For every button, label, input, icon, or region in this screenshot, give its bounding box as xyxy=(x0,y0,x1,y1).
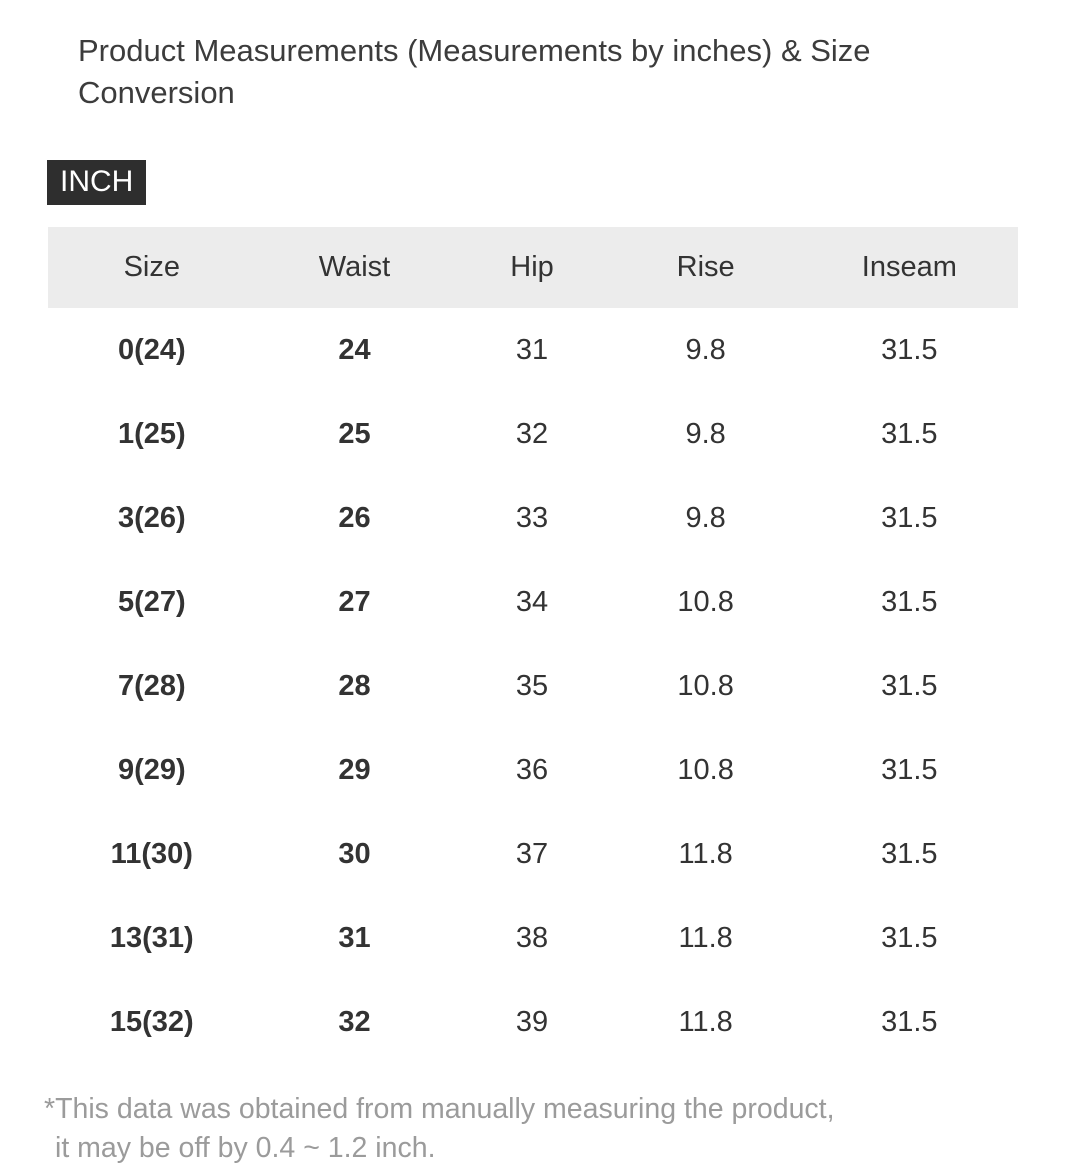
cell-inseam: 31.5 xyxy=(800,980,1018,1064)
cell-size: 11(30) xyxy=(48,812,256,896)
cell-size: 3(26) xyxy=(48,476,256,560)
cell-waist: 31 xyxy=(255,896,454,980)
cell-rise: 11.8 xyxy=(610,980,801,1064)
table-row: 3(26) 26 33 9.8 31.5 xyxy=(48,476,1018,560)
cell-hip: 32 xyxy=(453,392,611,476)
table-row: 15(32) 32 39 11.8 31.5 xyxy=(48,980,1018,1064)
cell-rise: 11.8 xyxy=(610,896,801,980)
table-row: 7(28) 28 35 10.8 31.5 xyxy=(48,644,1018,728)
footnote-line1: *This data was obtained from manually me… xyxy=(44,1093,835,1125)
cell-hip: 35 xyxy=(453,644,611,728)
cell-rise: 10.8 xyxy=(610,728,801,812)
table-row: 13(31) 31 38 11.8 31.5 xyxy=(48,896,1018,980)
cell-rise: 11.8 xyxy=(610,812,801,896)
table-body: 0(24) 24 31 9.8 31.5 1(25) 25 32 9.8 31.5 3(26) 26 3… xyxy=(48,308,1018,1064)
cell-size: 15(32) xyxy=(48,980,256,1064)
cell-hip: 34 xyxy=(453,560,611,644)
table-row: 5(27) 27 34 10.8 31.5 xyxy=(48,560,1018,644)
unit-badge: INCH xyxy=(47,160,147,205)
cell-size: 9(29) xyxy=(48,728,256,812)
cell-waist: 30 xyxy=(255,812,454,896)
table-row: 9(29) 29 36 10.8 31.5 xyxy=(48,728,1018,812)
column-header-waist: Waist xyxy=(255,227,454,308)
cell-waist: 29 xyxy=(255,728,454,812)
cell-inseam: 31.5 xyxy=(800,308,1018,392)
footnote-line2: it may be off by 0.4 ~ 1.2 inch. xyxy=(55,1132,436,1164)
cell-hip: 36 xyxy=(453,728,611,812)
cell-rise: 9.8 xyxy=(610,476,801,560)
column-header-size: Size xyxy=(48,227,256,308)
cell-size: 5(27) xyxy=(48,560,256,644)
cell-hip: 38 xyxy=(453,896,611,980)
table-header: Size Waist Hip Rise Inseam xyxy=(48,227,1018,308)
cell-hip: 37 xyxy=(453,812,611,896)
cell-waist: 27 xyxy=(255,560,454,644)
cell-rise: 9.8 xyxy=(610,392,801,476)
table-row: 1(25) 25 32 9.8 31.5 xyxy=(48,392,1018,476)
cell-rise: 10.8 xyxy=(610,644,801,728)
cell-hip: 33 xyxy=(453,476,611,560)
header-row: Size Waist Hip Rise Inseam xyxy=(48,227,1018,308)
cell-waist: 32 xyxy=(255,980,454,1064)
cell-waist: 25 xyxy=(255,392,454,476)
cell-size: 1(25) xyxy=(48,392,256,476)
cell-size: 0(24) xyxy=(48,308,256,392)
page-title: Product Measurements (Measurements by in… xyxy=(78,33,871,110)
cell-waist: 24 xyxy=(255,308,454,392)
cell-inseam: 31.5 xyxy=(800,728,1018,812)
cell-hip: 39 xyxy=(453,980,611,1064)
cell-size: 13(31) xyxy=(48,896,256,980)
column-header-rise: Rise xyxy=(610,227,801,308)
cell-hip: 31 xyxy=(453,308,611,392)
cell-rise: 10.8 xyxy=(610,560,801,644)
cell-inseam: 31.5 xyxy=(800,812,1018,896)
measurements-table: Size Waist Hip Rise Inseam 0(24) 24 31 9.8 3… xyxy=(48,227,1018,1064)
cell-inseam: 31.5 xyxy=(800,476,1018,560)
footnote: *This data was obtained from manually me… xyxy=(44,1090,1040,1168)
cell-rise: 9.8 xyxy=(610,308,801,392)
cell-inseam: 31.5 xyxy=(800,644,1018,728)
table-row: 11(30) 30 37 11.8 31.5 xyxy=(48,812,1018,896)
table-row: 0(24) 24 31 9.8 31.5 xyxy=(48,308,1018,392)
column-header-inseam: Inseam xyxy=(800,227,1018,308)
column-header-hip: Hip xyxy=(453,227,611,308)
cell-waist: 28 xyxy=(255,644,454,728)
cell-inseam: 31.5 xyxy=(800,392,1018,476)
cell-inseam: 31.5 xyxy=(800,896,1018,980)
cell-inseam: 31.5 xyxy=(800,560,1018,644)
cell-waist: 26 xyxy=(255,476,454,560)
cell-size: 7(28) xyxy=(48,644,256,728)
